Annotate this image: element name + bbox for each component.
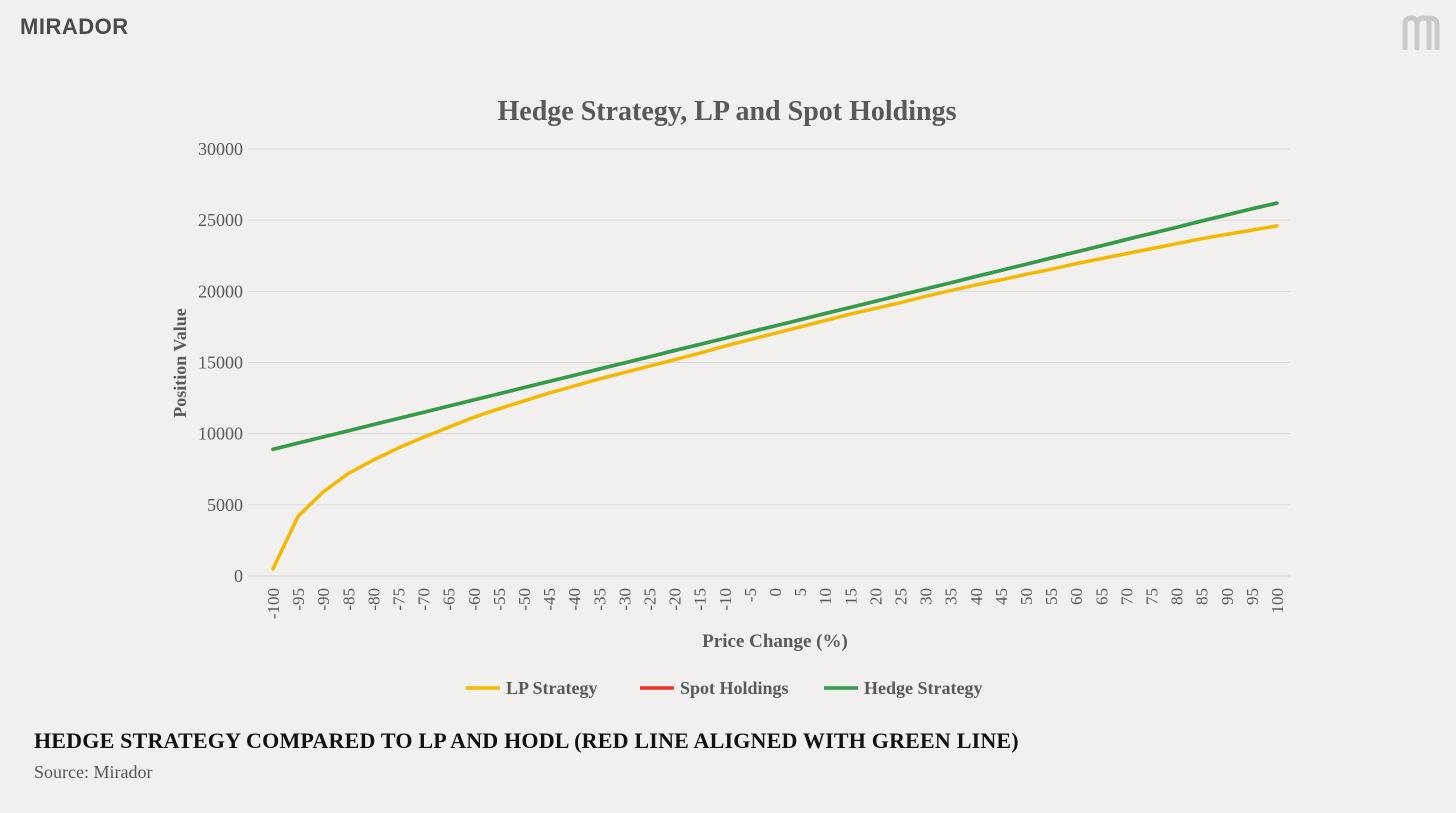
source-note: Source: Mirador: [34, 762, 153, 782]
x-tick-label: 75: [1143, 588, 1162, 605]
x-tick-label: 45: [992, 588, 1011, 605]
x-tick-label: -15: [691, 588, 710, 611]
x-tick-label: 70: [1117, 588, 1136, 605]
x-tick-label: 80: [1168, 588, 1187, 605]
x-tick-label: 40: [967, 588, 986, 605]
legend-item-hedge-strategy: Hedge Strategy: [824, 678, 982, 698]
x-tick-label: -80: [364, 588, 383, 611]
legend-item-spot-holdings: Spot Holdings: [640, 678, 789, 698]
y-tick-label: 10000: [198, 424, 243, 444]
legend-item-lp-strategy: LP Strategy: [466, 678, 598, 698]
x-tick-label: -50: [515, 588, 534, 611]
x-tick-label: -100: [264, 588, 283, 619]
figure-caption: HEDGE STRATEGY COMPARED TO LP AND HODL (…: [34, 728, 1019, 753]
y-tick-label: 25000: [198, 210, 243, 230]
x-axis-label: Price Change (%): [702, 631, 848, 652]
x-tick-label: 15: [841, 588, 860, 605]
chart-title: Hedge Strategy, LP and Spot Holdings: [498, 96, 957, 127]
x-tick-label: 10: [816, 588, 835, 605]
x-tick-label: -85: [339, 588, 358, 611]
line-chart: Hedge Strategy, LP and Spot Holdings 050…: [170, 96, 1290, 698]
x-tick-label: -70: [415, 588, 434, 611]
y-axis-ticks: 0 5000 10000 15000 20000 25000 30000: [198, 139, 243, 586]
x-tick-label: -5: [741, 588, 760, 602]
x-tick-label: -10: [716, 588, 735, 611]
x-tick-label: 20: [866, 588, 885, 605]
x-tick-label: -65: [440, 588, 459, 611]
y-tick-label: 0: [234, 566, 243, 586]
gridlines: [248, 148, 1290, 577]
x-tick-label: 90: [1218, 588, 1237, 605]
x-tick-label: 50: [1017, 588, 1036, 605]
x-tick-label: 55: [1042, 588, 1061, 605]
y-axis-label: Position Value: [170, 308, 190, 418]
x-tick-label: 30: [917, 588, 936, 605]
x-tick-label: -55: [490, 588, 509, 611]
x-tick-label: -60: [465, 588, 484, 611]
x-tick-label: 35: [942, 588, 961, 605]
x-tick-label: 0: [766, 588, 785, 597]
y-tick-label: 5000: [207, 495, 243, 515]
series-lines: [271, 201, 1279, 571]
y-tick-label: 15000: [198, 353, 243, 373]
x-tick-label: -95: [289, 588, 308, 611]
x-tick-label: -45: [540, 588, 559, 611]
legend: LP Strategy Spot Holdings Hedge Strategy: [466, 678, 982, 698]
series-line-hedge-strategy: [271, 201, 1279, 452]
x-tick-label: -90: [314, 588, 333, 611]
legend-label: Spot Holdings: [680, 678, 789, 698]
x-tick-label: -25: [641, 588, 660, 611]
x-tick-label: 25: [892, 588, 911, 605]
x-tick-label: 100: [1268, 588, 1287, 614]
brand-logo: MIRADOR: [20, 14, 129, 39]
x-tick-label: 95: [1243, 588, 1262, 605]
x-tick-label: -20: [666, 588, 685, 611]
x-tick-label: -35: [590, 588, 609, 611]
x-tick-label: 60: [1067, 588, 1086, 605]
y-tick-label: 20000: [198, 281, 243, 301]
legend-label: LP Strategy: [506, 678, 598, 698]
y-tick-label: 30000: [198, 139, 243, 159]
series-line-lp-strategy: [271, 224, 1279, 571]
x-tick-label: -75: [390, 588, 409, 611]
x-tick-label: 85: [1193, 588, 1212, 605]
x-axis-ticks: -100 -95 -90 -85 -80 -75 -70 -65 -60 -55 -50 -45 -40…: [264, 588, 1287, 619]
x-tick-label: -30: [615, 588, 634, 611]
x-tick-label: -40: [565, 588, 584, 611]
x-tick-label: 5: [791, 588, 810, 597]
x-tick-label: 65: [1092, 588, 1111, 605]
mirador-mark-icon: [1402, 15, 1440, 50]
legend-label: Hedge Strategy: [864, 678, 982, 698]
